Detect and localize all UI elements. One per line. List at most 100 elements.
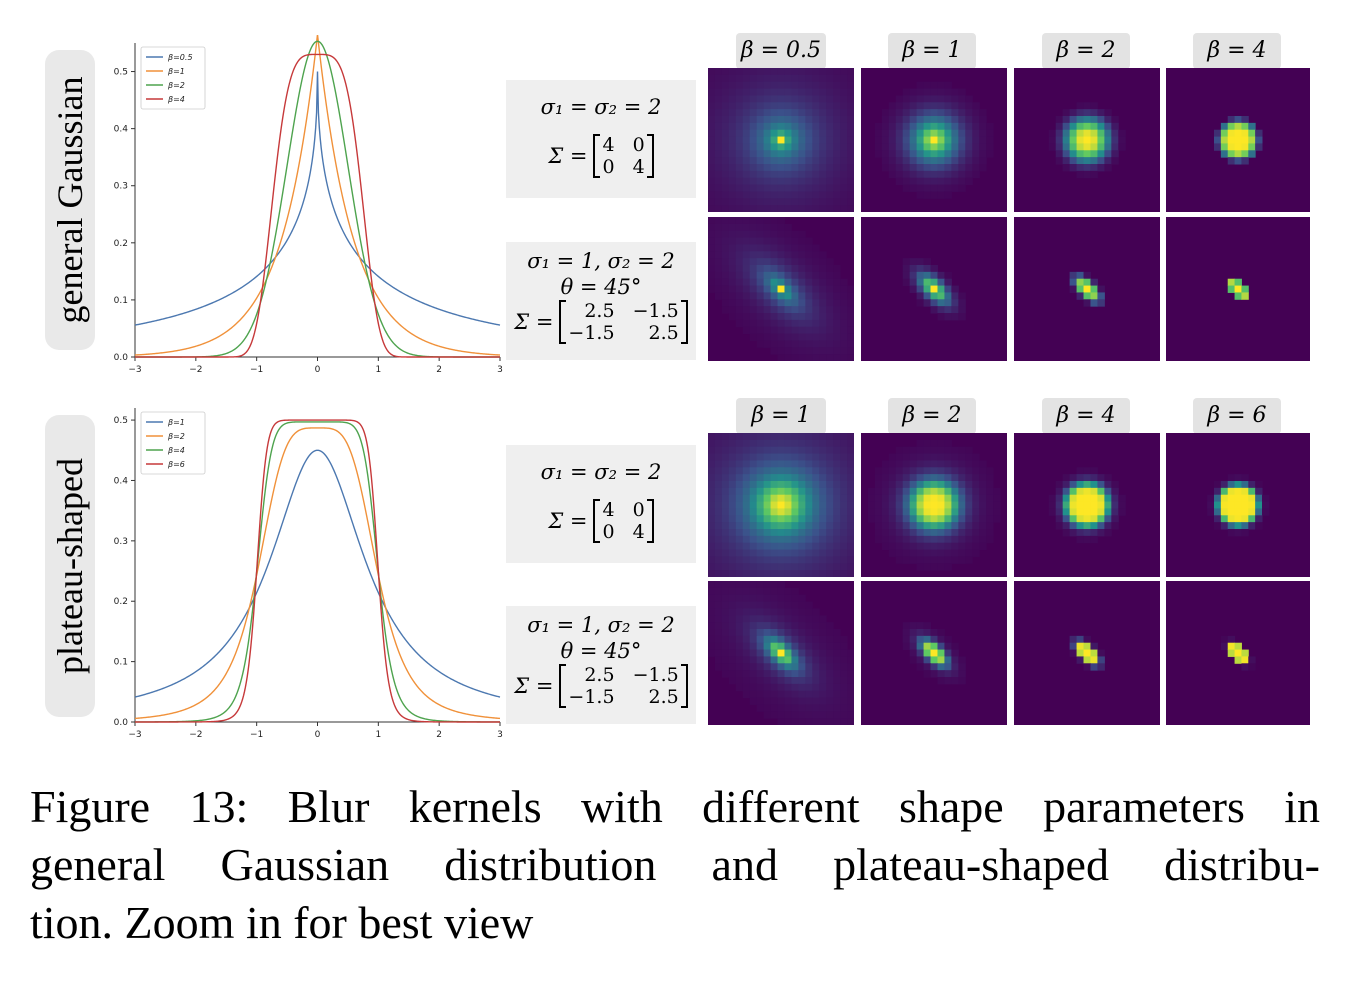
kernel-pixel [756,237,765,245]
kernel-pixel [714,271,723,280]
kernel-pixel [805,601,813,609]
kernel-pixel [944,150,952,158]
kernel-pixel [888,164,897,172]
kernel-pixel [791,683,799,692]
kernel-pixel [805,529,813,537]
kernel-pixel [728,198,737,206]
kernel-pixel [1111,487,1119,496]
kernel-pixel [930,467,938,475]
kernel-pixel [1234,515,1242,523]
kernel-pixel [812,354,820,361]
kernel-pixel [923,649,932,657]
kernel-pixel [1062,157,1071,165]
kernel-pixel [840,474,848,482]
kernel-pixel [916,184,925,192]
kernel-pixel [826,191,834,199]
kernel-pixel [1097,474,1105,482]
kernel-pixel [923,258,932,266]
kernel-pixel [930,501,938,509]
kernel-pixel [1227,116,1236,124]
kernel-pixel [798,439,806,448]
kernel-pixel [1062,474,1071,482]
kernel-pixel [784,223,792,232]
kernel-pixel [951,508,959,516]
kernel-pixel [847,535,854,544]
kernel-pixel [721,244,730,252]
kernel-pixel [1227,649,1236,657]
legend-label: β=0.5 [167,53,193,62]
kernel-pixel [923,542,932,551]
kernel-pixel [881,515,890,523]
kernel-pixel [881,535,890,544]
kernel-pixel [1055,143,1064,151]
kernel-pixel [749,313,758,321]
kernel-pixel [735,487,744,496]
kernel-pixel [721,663,730,671]
kernel-pixel [784,656,792,664]
kernel-pixel [791,508,799,516]
kernel-pixel [888,487,897,496]
kernel-pixel [826,718,834,725]
kernel-pixel [972,143,980,151]
kernel-pixel [770,251,779,259]
kernel-pixel [721,529,730,537]
kernel-pixel [923,109,932,117]
kernel-pixel [1069,481,1078,489]
kernel-pixel [840,191,848,199]
kernel-pixel [805,292,813,300]
kernel-pixel [1083,122,1091,131]
kernel-pixel [728,649,737,657]
kernel-pixel [791,594,799,603]
kernel-pixel [763,129,772,138]
kernel-pixel [826,508,834,516]
kernel-pixel [965,535,973,544]
kernel-pixel [798,326,806,335]
kernel-pixel [826,354,834,361]
kernel-pixel [784,299,792,307]
kernel-pixel [763,608,772,616]
kernel-pixel [895,508,904,516]
kernel-pixel [742,74,751,83]
kernel-pixel [923,508,932,516]
kernel-pixel [819,508,827,516]
kernel-pixel [840,453,848,461]
kernel-pixel [812,704,820,712]
covariance-matrix: Σ = 4 0 0 4 [548,134,654,178]
kernel-pixel [784,177,792,186]
kernel-pixel [728,677,737,685]
kernel-pixel [770,453,779,461]
kernel-pixel [1097,649,1105,657]
kernel-pixel [833,198,841,206]
kernel-pixel [777,177,785,186]
kernel-pixel [798,601,806,609]
kernel-pixel [958,177,966,186]
kernel-pixel [944,508,952,516]
matrix-cell: 2.5 [648,322,679,344]
kernel-pixel [840,508,848,516]
kernel-image [708,581,854,725]
kernel-pixel [993,515,1001,523]
kernel-pixel [819,326,827,335]
kernel-pixel [826,446,834,455]
kernel-pixel [840,556,848,564]
kernel-pixel [770,244,779,252]
kernel-pixel [847,718,854,725]
kernel-pixel [993,508,1001,516]
kernel-pixel [756,205,765,212]
kernel-pixel [1097,136,1105,144]
kernel-pixel [805,143,813,151]
kernel-pixel [826,319,834,328]
kernel-pixel [749,223,758,232]
kernel-pixel [721,122,730,131]
kernel-pixel [714,122,723,131]
kernel-pixel [847,570,854,577]
kernel-pixel [888,129,897,138]
kernel-pixel [708,68,716,76]
kernel-pixel [1248,150,1256,158]
kernel-pixel [916,109,925,117]
kernel-pixel [958,116,966,124]
kernel-pixel [728,102,737,110]
kernel-pixel [749,587,758,596]
kernel-pixel [944,164,952,172]
kernel-pixel [1090,285,1098,293]
